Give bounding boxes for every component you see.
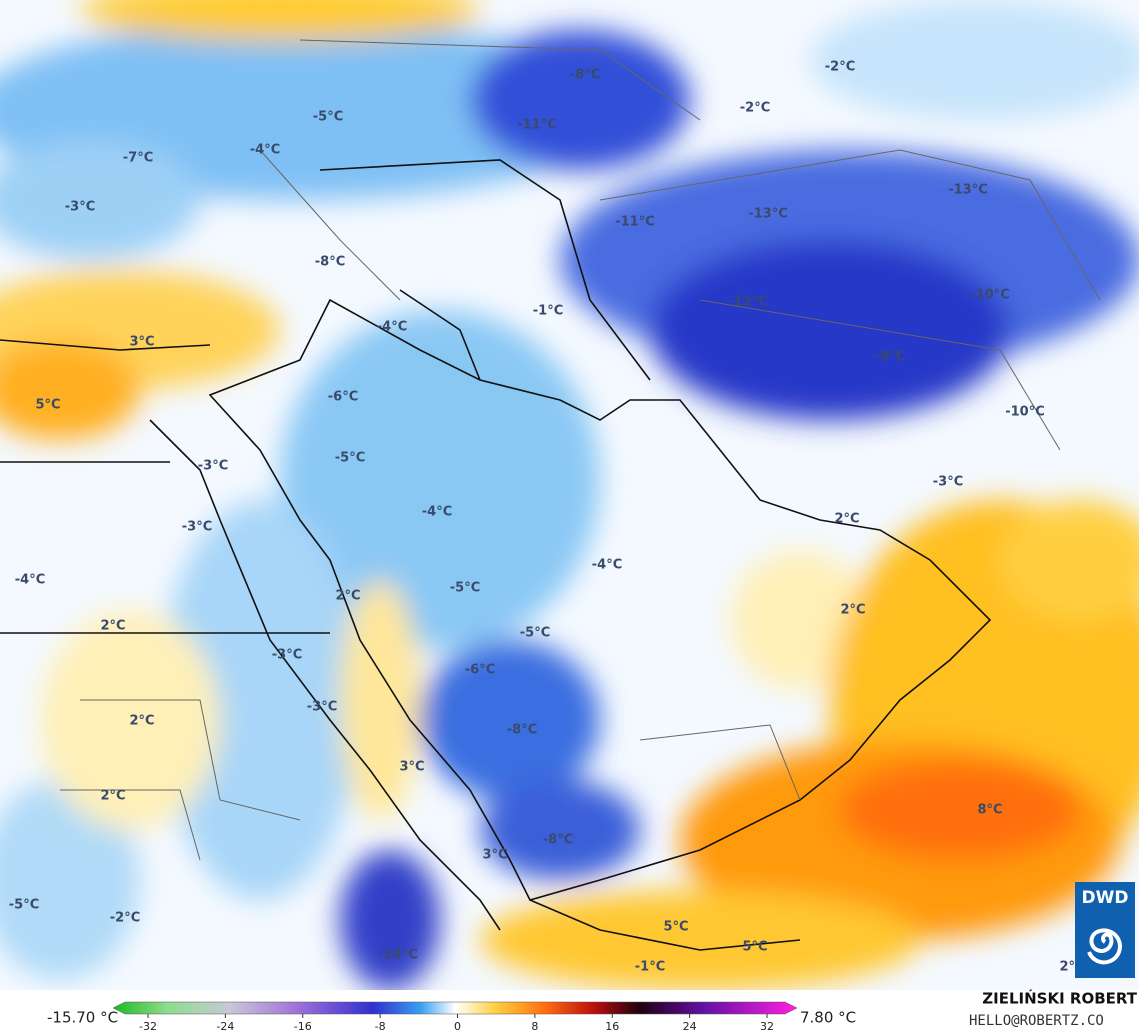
colorbar-tick-label: 8	[531, 1020, 538, 1033]
temperature-label: -1°C	[635, 960, 665, 975]
colorbar-max: 7.80 °C	[800, 1009, 856, 1027]
temperature-label: -3°C	[182, 520, 212, 535]
temperature-label: 3°C	[129, 335, 154, 350]
temperature-label: -5°C	[520, 626, 550, 641]
temperature-label: -1°C	[533, 304, 563, 319]
temperature-label: 2°C	[840, 603, 865, 618]
temperature-label: -4°C	[15, 573, 45, 588]
temperature-label: 5°C	[663, 920, 688, 935]
temperature-label: 5°C	[742, 940, 767, 955]
temperature-label: -4°C	[422, 505, 452, 520]
credit-name: ZIELIŃSKI ROBERT	[982, 989, 1137, 1008]
temperature-label: -8°C	[570, 68, 600, 83]
temperature-label: -10°C	[970, 288, 1010, 303]
colorbar-tick-label: 24	[683, 1020, 697, 1033]
temperature-labels: -8°C -2°C -2°C -5°C -11°C -4°C -7°C -13°C -3°C -1…	[9, 60, 1085, 975]
temperature-label: -3°C	[307, 700, 337, 715]
temperature-label: -9°C	[875, 350, 905, 365]
temperature-label: -3°C	[65, 200, 95, 215]
temperature-label: -3°C	[272, 648, 302, 663]
temperature-label: 5°C	[35, 398, 60, 413]
map-background	[0, 0, 1139, 990]
temperature-label: -3°C	[198, 459, 228, 474]
temperature-label: -8°C	[507, 723, 537, 738]
temperature-label: 2°C	[335, 589, 360, 604]
temperature-label: -10°C	[1005, 405, 1045, 420]
temperature-label: -11°C	[517, 118, 557, 133]
temperature-label: 3°C	[482, 848, 507, 863]
temperature-label: -13°C	[748, 207, 788, 222]
colorbar	[112, 1001, 798, 1015]
temperature-label: -2°C	[825, 60, 855, 75]
temperature-label: -5°C	[9, 898, 39, 913]
colorbar-min: -15.70 °C	[47, 1009, 118, 1027]
colorbar-tick-label: -8	[375, 1020, 386, 1033]
temperature-label: -4°C	[592, 558, 622, 573]
colorbar-tick-label: -32	[139, 1020, 157, 1033]
temperature-label: -8°C	[543, 833, 573, 848]
credit-contact: HELLO@ROBERTZ.CO	[969, 1013, 1104, 1029]
colorbar-tick-label: -24	[216, 1020, 234, 1033]
temperature-label: 2°C	[834, 512, 859, 527]
colorbar-tick-label: 0	[454, 1020, 461, 1033]
logo-text: DWD	[1082, 888, 1129, 908]
temperature-label: -5°C	[450, 581, 480, 596]
temperature-label: -5°C	[335, 451, 365, 466]
temperature-label: 8°C	[977, 803, 1002, 818]
colorbar-tick-label: 16	[605, 1020, 619, 1033]
temperature-label: -11°C	[615, 215, 655, 230]
colorbar-tick-label: 32	[760, 1020, 774, 1033]
temperature-label: 3°C	[399, 760, 424, 775]
temperature-label: 2°C	[129, 714, 154, 729]
temperature-label: -4°C	[250, 143, 280, 158]
temperature-label: -3°C	[933, 475, 963, 490]
temperature-label: -12°C	[728, 295, 768, 310]
temperature-label: -2°C	[740, 101, 770, 116]
temperature-label: -6°C	[465, 663, 495, 678]
temperature-label: -7°C	[123, 151, 153, 166]
temperature-label: -2°C	[110, 911, 140, 926]
temperature-label: -6°C	[328, 390, 358, 405]
temperature-label: -4°C	[377, 320, 407, 335]
colorbar-ticks: -32 -24 -16 -8 0 8 16 24 32	[139, 1014, 774, 1033]
temperature-label: 2°C	[100, 789, 125, 804]
colorbar-tick-label: -16	[294, 1020, 312, 1033]
temperature-label: -13°C	[948, 183, 988, 198]
temperature-label: -14°C	[378, 948, 418, 963]
dwd-logo: DWD	[1075, 882, 1135, 978]
temperature-label: 2°C	[100, 619, 125, 634]
temperature-label: -5°C	[313, 110, 343, 125]
temperature-label: -8°C	[315, 255, 345, 270]
logo-spiral	[1087, 928, 1122, 965]
